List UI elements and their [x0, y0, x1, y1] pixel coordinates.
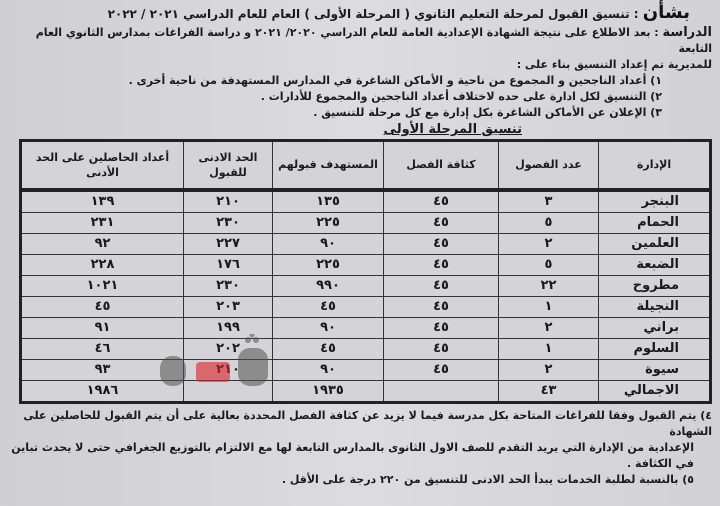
table-cell: سيوة [598, 359, 711, 381]
table-cell: ٢٠٣ [183, 296, 273, 318]
intro-line: للمديرية تم إعداد التنسيق بناء على : [516, 58, 712, 71]
table-title: تنسيق المرحلة الأولى [383, 122, 522, 137]
table-cell: ١٠٢١ [20, 275, 184, 297]
table-cell: ١٩٣٥ [272, 380, 384, 403]
col-header: الحد الادنى للقبول [183, 140, 273, 191]
table-cell: ٩٩٠ [272, 275, 384, 297]
col-header: أعداد الحاصلين على الحد الأدنى [20, 140, 184, 191]
table-wrapper: الإدارة عدد الفصول كثافة الفصل المستهدف … [19, 139, 712, 404]
table-row: الحمام ٥ ٤٥ ٢٢٥ ٢٣٠ ٢٣١ [20, 212, 711, 234]
table-cell: ٥ [498, 254, 599, 276]
table-cell: ٣ [498, 189, 599, 213]
table-row: الاجمالي ٤٣ ١٩٣٥ ١٩٨٦ [20, 380, 711, 403]
table-cell: ٢ [498, 359, 599, 381]
note-line: ٤) يتم القبول وفقا للفراغات المتاحة بكل … [23, 409, 712, 438]
table-cell: ١٩٨٦ [20, 380, 184, 403]
table-cell: ٢٢٥ [272, 212, 384, 234]
study-label: الدراسة [662, 25, 712, 40]
table-cell: الاجمالي [598, 380, 711, 403]
table-row: السلوم ١ ٤٥ ٤٥ ٢٠٢ ٤٦ [20, 338, 711, 360]
table-cell: ٤٥ [383, 212, 499, 234]
col-header: المستهدف قبولهم [272, 140, 384, 191]
admission-table: الإدارة عدد الفصول كثافة الفصل المستهدف … [19, 139, 712, 404]
table-cell: ٢٣١ [20, 212, 184, 234]
table-cell: ٢٠٢ [183, 338, 273, 360]
table-row: البنجر ٣ ٤٥ ١٣٥ ٢١٠ ١٣٩ [20, 189, 711, 213]
table-cell: ٩١ [20, 317, 184, 339]
table-cell: ١٩٩ [183, 317, 273, 339]
table-cell: ١ [498, 296, 599, 318]
subject-text: : تنسيق القبول لمرحلة التعليم الثانوي ( … [107, 7, 639, 21]
table-cell: ٢٢ [498, 275, 599, 297]
table-cell: ٢٢٨ [20, 254, 184, 276]
table-cell: ٤٥ [383, 359, 499, 381]
table-cell: ٢٢٥ [272, 254, 384, 276]
table-cell: ٩٠ [272, 233, 384, 255]
table-cell: ٢٣٠ [183, 212, 273, 234]
table-cell: ٢١٠ [183, 359, 273, 381]
col-header: عدد الفصول [498, 140, 599, 191]
study-line: الدراسة : بعد الاطلاع على نتيجة الشهادة … [8, 25, 712, 57]
note-line: الإعدادية من الإدارة التي يريد التقدم لل… [11, 441, 694, 470]
document: بشأن : تنسيق القبول لمرحلة التعليم الثان… [8, 2, 712, 486]
list-item: ٢) التنسيق لكل ادارة على حده لاختلاف أعد… [260, 90, 662, 103]
table-cell: ٤٥ [383, 296, 499, 318]
table-cell: ٤٥ [383, 233, 499, 255]
col-header: كثافة الفصل [383, 140, 499, 191]
table-cell: ٩٢ [20, 233, 184, 255]
table-row: النجيلة ١ ٤٥ ٤٥ ٢٠٣ ٤٥ [20, 296, 711, 318]
table-cell: ٤٣ [498, 380, 599, 403]
table-cell: ٤٥ [272, 296, 384, 318]
table-cell: العلمين [598, 233, 711, 255]
table-row: مطروح ٢٢ ٤٥ ٩٩٠ ٢٣٠ ١٠٢١ [20, 275, 711, 297]
table-cell [183, 380, 273, 403]
list-item: ٣) الإعلان عن الأماكن الشاغرة بكل إدارة … [313, 106, 662, 119]
table-cell: ٤٥ [20, 296, 184, 318]
table-cell: مطروح [598, 275, 711, 297]
table-row: سيوة ٢ ٤٥ ٩٠ ٢١٠ ٩٣ [20, 359, 711, 381]
table-cell: ٢ [498, 317, 599, 339]
table-cell: ٤٥ [383, 189, 499, 213]
table-cell: الحمام [598, 212, 711, 234]
table-cell [383, 380, 499, 403]
table-cell: ١٣٩ [20, 189, 184, 213]
study-text: : بعد الاطلاع على نتيجة الشهادة الإعدادي… [35, 26, 712, 55]
table-cell: ١٣٥ [272, 189, 384, 213]
table-cell: النجيلة [598, 296, 711, 318]
table-cell: ٤٥ [383, 254, 499, 276]
col-header: الإدارة [598, 140, 711, 191]
subject-label: بشأن [642, 2, 690, 23]
table-cell: ١ [498, 338, 599, 360]
table-cell: ٤٥ [383, 317, 499, 339]
table-cell: ٢١٠ [183, 189, 273, 213]
table-cell: ٤٥ [272, 338, 384, 360]
table-cell: ٥ [498, 212, 599, 234]
table-cell: الضبعة [598, 254, 711, 276]
table-cell: ٤٥ [383, 275, 499, 297]
table-cell: ٢٣٠ [183, 275, 273, 297]
table-row: براني ٢ ٤٥ ٩٠ ١٩٩ ٩١ [20, 317, 711, 339]
note-line: ٥) بالنسبة لطلبة الخدمات يبدأ الحد الادن… [281, 473, 694, 486]
table-cell: ٤٦ [20, 338, 184, 360]
table-header: الإدارة عدد الفصول كثافة الفصل المستهدف … [20, 140, 711, 191]
table-cell: ٤٥ [383, 338, 499, 360]
table-row: العلمين ٢ ٤٥ ٩٠ ٢٢٧ ٩٢ [20, 233, 711, 255]
table-cell: ١٧٦ [183, 254, 273, 276]
list-item: ١) أعداد الناجحين و المجموع من ناحية و ا… [128, 74, 662, 87]
table-cell: البنجر [598, 189, 711, 213]
table-row: الضبعة ٥ ٤٥ ٢٢٥ ١٧٦ ٢٢٨ [20, 254, 711, 276]
subject-line: بشأن : تنسيق القبول لمرحلة التعليم الثان… [8, 2, 712, 25]
table-cell: ٩٠ [272, 359, 384, 381]
table-cell: السلوم [598, 338, 711, 360]
table-cell: ٩٣ [20, 359, 184, 381]
table-cell: ٩٠ [272, 317, 384, 339]
table-cell: براني [598, 317, 711, 339]
table-cell: ٢ [498, 233, 599, 255]
table-cell: ٢٢٧ [183, 233, 273, 255]
